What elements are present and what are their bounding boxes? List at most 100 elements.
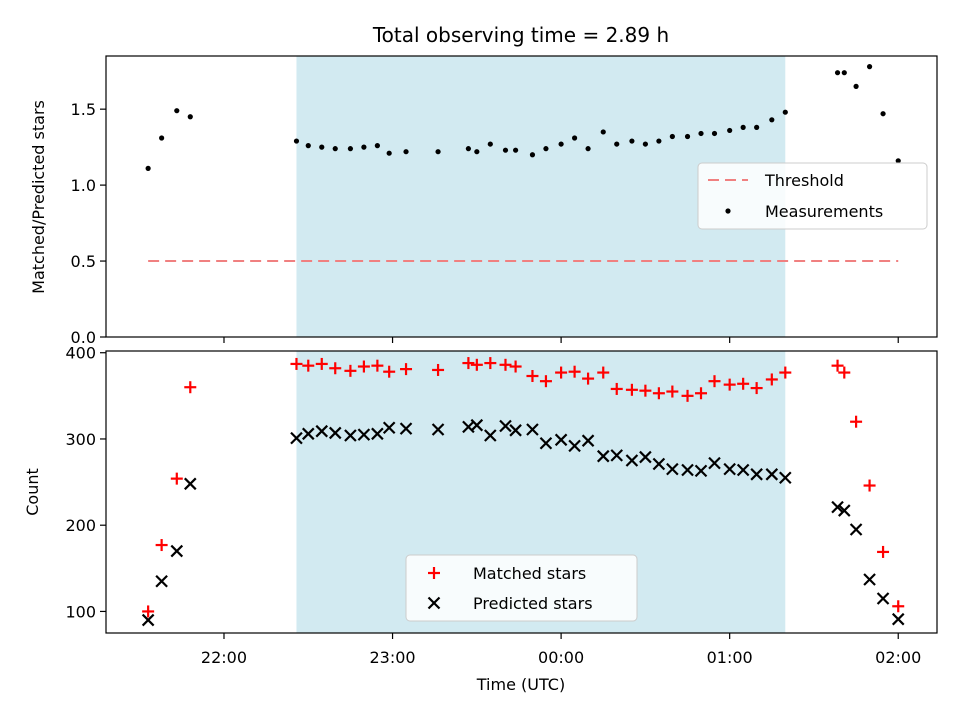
predicted-star-point [431, 423, 445, 436]
matched-star-point [850, 415, 863, 428]
matched-star-point [610, 382, 623, 395]
matched-star-point [383, 365, 396, 378]
matched-star-point [526, 370, 539, 383]
predicted-star-point [568, 439, 581, 453]
predicted-star-point [838, 504, 851, 517]
matched-star-point [509, 360, 522, 373]
measurement-point [374, 143, 380, 149]
legend-matched-marker [428, 567, 440, 579]
predicted-star-point [765, 468, 779, 481]
measurement-point [866, 64, 873, 70]
measurement-point [834, 70, 841, 76]
measurement-point [386, 150, 392, 156]
matched-star-point [582, 372, 595, 385]
matched-star-point [499, 358, 512, 371]
legend-matched-swatch [428, 567, 440, 579]
measurement-point [465, 146, 472, 152]
measurement-point [642, 141, 648, 147]
measurement-point [853, 83, 859, 89]
matched-star-point [170, 472, 183, 485]
y-tick-label: 0.5 [71, 252, 96, 271]
matched-star-point [750, 382, 763, 395]
predicted-star-point [610, 449, 624, 462]
x-tick-label: 22:00 [201, 648, 247, 667]
predicted-star-point [736, 463, 750, 477]
measurement-point [513, 147, 519, 153]
matched-star-point [539, 375, 552, 388]
matched-star-point [470, 358, 483, 371]
predicted-star-point [849, 523, 863, 536]
matched-star-point [652, 387, 665, 400]
measurement-point [435, 149, 441, 155]
y-tick-label: 400 [65, 344, 96, 363]
measurement-point [727, 127, 733, 134]
y-tick-label: 0.0 [71, 328, 96, 347]
legend-predicted-marker [427, 596, 441, 610]
matched-star-point [666, 385, 679, 398]
matched-star-point [432, 363, 445, 376]
predicted-star-point [554, 433, 568, 447]
legend-matched-label: Matched stars [473, 564, 586, 583]
measurement-point [754, 124, 760, 130]
measurement-point [305, 143, 311, 149]
bottom-x-ticks: 22:00 23:00 00:00 01:00 02:00 [201, 633, 921, 667]
legend-measurement-label: Measurements [765, 202, 883, 221]
predicted-star-point [779, 471, 792, 485]
measurement-point [487, 141, 493, 147]
measurement-point [782, 109, 788, 115]
bottom-legend: Matched stars Predicted stars [405, 554, 638, 622]
predicted-star-point [509, 424, 522, 437]
predicted-star-point [499, 419, 512, 433]
predicted-star-point [639, 450, 652, 464]
x-tick-label: 02:00 [875, 648, 921, 667]
top-measurement-points [145, 64, 901, 171]
predicted-star-point [184, 477, 197, 491]
matched-star-point [639, 384, 652, 397]
predicted-star-point [399, 422, 413, 435]
measurement-point [174, 108, 180, 114]
measurement-point [585, 146, 591, 152]
predicted-star-point [470, 418, 484, 432]
matched-star-point [863, 479, 876, 492]
y-tick-label: 200 [65, 516, 96, 535]
matched-star-point [155, 539, 168, 552]
bottom-legend-box [405, 554, 638, 622]
y-tick-label: 1.5 [71, 100, 96, 119]
matched-star-point [462, 357, 475, 370]
predicted-star-point [344, 429, 357, 442]
matched-star-point [184, 381, 197, 394]
matched-star-point [838, 366, 851, 379]
bottom-axes: 100 200 300 400 22:00 23:00 00:00 01:00 02:00 C… [23, 344, 938, 694]
matched-star-point [568, 365, 581, 378]
measurement-point [711, 130, 718, 137]
matched-star-point [877, 545, 890, 558]
predicted-star-point [891, 612, 905, 626]
legend-predicted-label: Predicted stars [473, 594, 593, 613]
matched-star-point [831, 359, 844, 372]
predicted-star-point [750, 468, 763, 481]
measurement-point [187, 114, 193, 120]
measurement-point [656, 138, 662, 144]
top-legend-box [697, 162, 928, 230]
predicted-star-point [539, 436, 553, 450]
predicted-star-point [315, 424, 329, 438]
predicted-star-point [382, 421, 396, 435]
measurement-point [332, 146, 338, 152]
top-legend: Threshold Measurements [697, 162, 928, 230]
matched-star-point [892, 600, 905, 613]
measurement-point [669, 133, 675, 140]
measurement-point [361, 144, 367, 150]
predicted-star-point [357, 428, 371, 441]
measurement-point [895, 158, 901, 164]
matched-star-point [344, 364, 357, 377]
matched-star-point [302, 359, 315, 372]
x-tick-label: 23:00 [369, 648, 415, 667]
bottom-y-ticks: 100 200 300 400 [65, 344, 106, 621]
matched-star-point [290, 357, 303, 370]
bottom-predicted-points [141, 418, 905, 627]
legend-measurement-swatch [725, 208, 731, 214]
predicted-star-point [652, 457, 666, 471]
measurement-point [319, 144, 325, 150]
measurement-point [502, 147, 509, 153]
matched-star-point [737, 377, 750, 390]
